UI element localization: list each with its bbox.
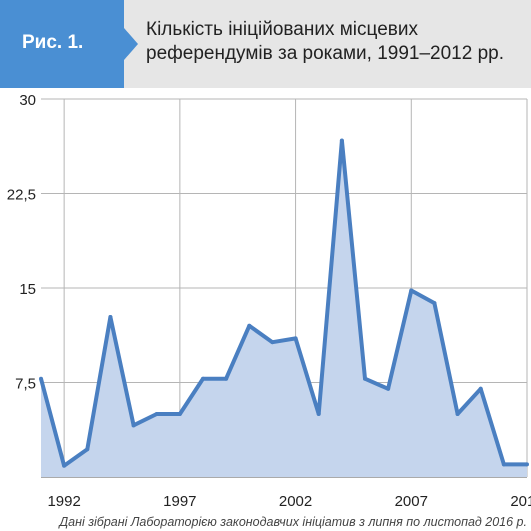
data-point <box>39 376 43 381</box>
footnote: Дані зібрані Лабораторією законодавчих і… <box>59 515 527 529</box>
y-tick-label: 7,5 <box>15 376 36 393</box>
data-point <box>501 462 506 467</box>
data-point <box>339 138 344 143</box>
figure-badge: Рис. 1. <box>0 0 124 88</box>
data-point <box>386 386 391 391</box>
series-line <box>39 138 527 468</box>
chart-title: Кількість ініційованих місцевих референд… <box>146 19 505 64</box>
data-point <box>270 340 275 345</box>
data-point <box>478 386 483 391</box>
x-tick-label: 2007 <box>395 493 428 508</box>
data-point <box>108 314 113 319</box>
y-tick-label: 15 <box>19 281 36 298</box>
data-point <box>177 412 182 416</box>
data-point <box>316 412 321 416</box>
area-fill <box>41 140 527 477</box>
data-point <box>201 376 205 381</box>
data-point <box>131 423 136 428</box>
data-point <box>293 336 298 341</box>
data-point <box>525 462 529 467</box>
badge-arrow <box>124 28 138 60</box>
figure-label: Рис. 1. <box>22 32 84 53</box>
data-point <box>363 376 367 381</box>
data-point <box>409 288 414 293</box>
chart-header: Рис. 1. Кількість ініційованих місцевих … <box>0 0 531 88</box>
chart-plot: 30 22,5 15 7,5 1992 1997 2002 2007 2012 <box>7 92 531 508</box>
x-tick-label: 1997 <box>163 493 196 508</box>
x-tick-label: 1992 <box>47 493 80 508</box>
data-point <box>154 412 159 416</box>
data-point <box>247 323 252 328</box>
data-point <box>224 376 229 381</box>
data-point <box>432 301 437 306</box>
data-point <box>455 412 460 416</box>
data-point <box>85 447 90 452</box>
x-tick-label: 2002 <box>279 493 312 508</box>
y-tick-label: 30 <box>19 92 36 109</box>
y-tick-label: 22,5 <box>7 187 36 204</box>
data-point <box>62 463 67 468</box>
x-tick-label: 2012 <box>510 493 531 508</box>
